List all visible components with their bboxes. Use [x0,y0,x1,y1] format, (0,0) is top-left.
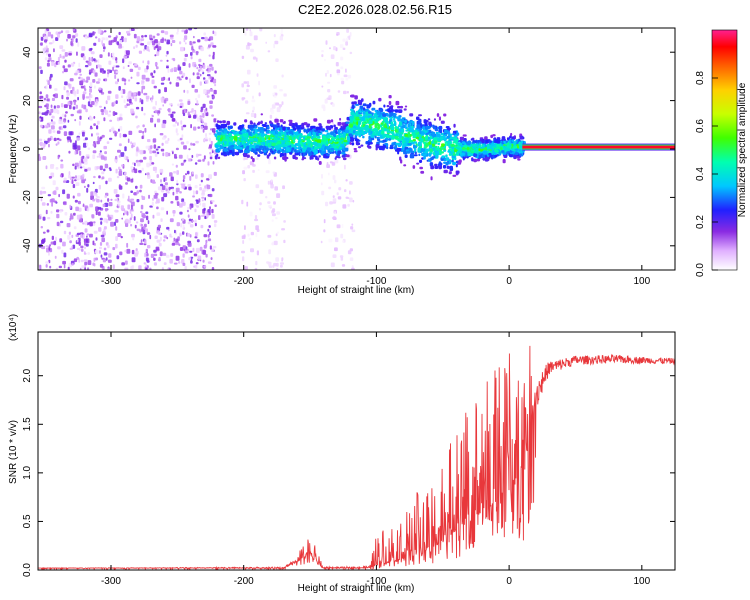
spectrogram-xtick-label-4: 100 [633,276,650,287]
snr-ytick-label-0: 0.0 [22,563,33,577]
noise-region-2 [265,28,287,270]
signal-band [214,94,526,181]
snr-plot-area [38,332,675,570]
snr-ytick-label-1: 0.5 [22,514,33,528]
spectrogram-ylabel: Frequency (Hz) [8,115,19,184]
spectrogram-ytick-label-2: 0 [22,146,33,152]
colorbar-tick-label-2: 0.4 [695,167,706,181]
colorbar: 0.0 0.2 0.4 0.6 0.8 Normalized spectral ampl… [695,29,748,277]
colorbar-label: Normalized spectral amplitude [737,82,748,217]
colorbar-ticks: 0.0 0.2 0.4 0.6 0.8 [695,71,718,277]
snr-ticks: -300 -200 -100 0 100 0.0 0.5 1.0 1.5 2.0 [22,332,675,587]
snr-ytick-label-2: 1.0 [22,465,33,479]
spectrogram-ytick-label-4: 40 [22,46,33,58]
spectrogram-ytick-label-0: -40 [22,238,33,253]
colorbar-tick-label-4: 0.8 [695,71,706,85]
spectrogram-ytick-label-3: 20 [22,95,33,107]
snr-xtick-label-4: 100 [633,576,650,587]
snr-frame [37,331,676,571]
carrier-band [522,143,675,151]
snr-multiplier: (x10⁴) [8,314,19,341]
snr-xlabel: Height of straight line (km) [298,583,415,594]
spectrogram-heatmap [38,28,675,270]
spectrogram-xtick-label-1: -200 [234,276,254,287]
figure-title: C2E2.2026.028.02.56.R15 [298,2,452,17]
snr-series-line [38,345,675,570]
noise-region-0 [38,28,218,270]
snr-xtick-label-2: -100 [366,576,386,587]
spectrogram-xtick-label-0: -300 [101,276,121,287]
snr-xtick-label-0: -300 [101,576,121,587]
colorbar-tick-label-3: 0.6 [695,119,706,133]
snr-ytick-label-3: 1.5 [22,417,33,431]
spectrogram-xtick-label-3: 0 [506,276,512,287]
colorbar-tick-label-0: 0.0 [695,263,706,277]
spectrogram-ytick-label-1: -20 [22,190,33,205]
snr-xtick-label-1: -200 [234,576,254,587]
snr-ylabel: SNR (10 * v/v) [8,420,19,484]
colorbar-tick-label-1: 0.2 [695,215,706,229]
snr-panel: -300 -200 -100 0 100 0.0 0.5 1.0 1.5 2.0 (x10⁴) H… [8,314,676,594]
snr-xtick-label-3: 0 [506,576,512,587]
spectrogram-xlabel: Height of straight line (km) [298,285,415,296]
spectrogram-xtick-label-2: -100 [366,276,386,287]
snr-ytick-label-4: 2.0 [22,368,33,382]
colorbar-gradient [711,29,738,271]
